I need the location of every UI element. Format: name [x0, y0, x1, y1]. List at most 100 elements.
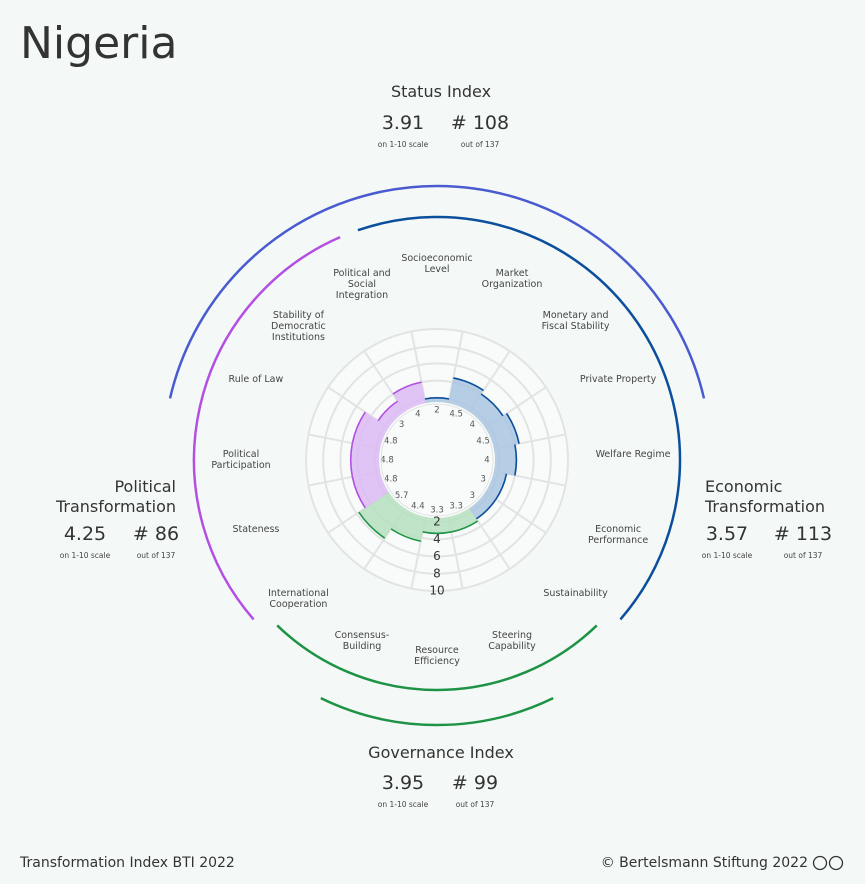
- value-label: 4: [415, 409, 420, 419]
- r-tick-label: 10: [429, 584, 444, 598]
- grid-circle: [322, 345, 552, 575]
- category-label: Stateness: [232, 524, 280, 535]
- value-edge: [351, 411, 366, 444]
- category-label: Stability of Democratic Institutions: [271, 310, 326, 344]
- category-label: Socioeconomic Level: [401, 253, 473, 275]
- value-wedge: [448, 508, 478, 532]
- value-edge: [495, 473, 508, 500]
- value-wedge: [350, 443, 381, 477]
- inner-hole: [380, 403, 494, 517]
- index-rank: # 108: [450, 112, 510, 134]
- category-label: Political Participation: [211, 449, 271, 471]
- value-wedge: [390, 508, 426, 542]
- footer-left: Transformation Index BTI 2022: [20, 855, 235, 871]
- value-edge: [351, 476, 366, 509]
- category-label: Steering Capability: [488, 630, 536, 653]
- value-edge: [453, 377, 484, 392]
- value-label: 4.8: [384, 475, 398, 485]
- r-tick-label: 6: [433, 549, 441, 563]
- value-edge: [349, 443, 354, 477]
- value-edge: [392, 381, 422, 395]
- value-edge: [390, 528, 421, 543]
- value-wedge: [485, 413, 520, 449]
- value-label: 4: [470, 420, 475, 430]
- index-title: Status Index: [390, 82, 492, 101]
- index-rank: # 86: [132, 523, 180, 545]
- value-wedge: [352, 471, 389, 508]
- category-label: Resource Efficiency: [414, 645, 460, 667]
- category-label: Welfare Regime: [595, 449, 671, 460]
- spoke: [447, 331, 464, 404]
- category-label: Political and Social Integration: [333, 267, 391, 301]
- value-wedge: [469, 492, 496, 519]
- value-wedge: [424, 397, 450, 404]
- rank-note: out of 137: [783, 551, 823, 560]
- value-edge: [480, 393, 504, 417]
- r-tick-label: 2: [433, 515, 441, 529]
- value-label: 3: [480, 475, 485, 485]
- political-arc: [192, 236, 341, 621]
- category-label: Economic Performance: [587, 524, 649, 546]
- rank-note: out of 137: [455, 800, 495, 809]
- category-label: Rule of Law: [228, 373, 284, 385]
- status-arc: [168, 184, 706, 399]
- governance-index-arc: [320, 697, 554, 727]
- value-label: 4.8: [384, 436, 398, 446]
- scale-note: on 1-10 scale: [377, 800, 429, 809]
- scale-note: on 1-10 scale: [377, 140, 429, 149]
- value-wedge: [485, 471, 507, 500]
- economic-arc: [357, 215, 682, 621]
- index-rank: # 113: [773, 523, 833, 545]
- value-wedge: [493, 444, 517, 476]
- value-edge: [475, 498, 497, 520]
- value-edge: [505, 413, 520, 444]
- value-wedge: [469, 393, 504, 428]
- value-label: 3.3: [449, 502, 463, 512]
- value-edge: [377, 400, 399, 422]
- value-edge: [424, 397, 450, 400]
- value-edge: [358, 511, 386, 539]
- rank-note: out of 137: [136, 551, 176, 560]
- value-wedge: [448, 377, 484, 412]
- rank-note: out of 137: [460, 140, 500, 149]
- category-label: Private Property: [579, 373, 657, 385]
- category-label: Sustainability: [543, 587, 608, 599]
- cc-icon: [812, 855, 844, 871]
- footer-right: © Bertelsmann Stiftung 2022: [600, 855, 808, 871]
- governance-arc: [276, 624, 598, 692]
- index-score: 3.57: [705, 523, 749, 545]
- value-edge: [514, 444, 518, 476]
- value-wedge: [422, 516, 452, 534]
- index-score: 3.95: [381, 772, 425, 794]
- r-tick-label: 8: [433, 566, 441, 580]
- spoke: [410, 331, 427, 404]
- value-wedge: [358, 492, 405, 539]
- category-label: International Cooperation: [268, 587, 329, 610]
- value-edge: [422, 531, 452, 535]
- value-label: 4.4: [411, 502, 425, 512]
- value-wedge: [352, 412, 389, 449]
- value-label: 2: [434, 406, 439, 416]
- grid-circle: [339, 362, 535, 558]
- index-score: 4.25: [63, 523, 107, 545]
- value-label: 4.8: [380, 456, 394, 466]
- index-score: 3.91: [381, 112, 425, 134]
- index-title: Governance Index: [368, 743, 514, 762]
- value-label: 3: [399, 420, 404, 430]
- value-label: 4: [484, 456, 489, 466]
- r-tick-label: 4: [433, 532, 441, 546]
- value-label: 4.5: [449, 409, 463, 419]
- grid-circle: [305, 328, 569, 592]
- index-rank: # 99: [451, 772, 499, 794]
- value-label: 3.3: [430, 506, 444, 516]
- category-label: Monetary and Fiscal Stability: [541, 310, 610, 333]
- value-wedge: [378, 401, 405, 428]
- value-label: 4.5: [476, 436, 490, 446]
- scale-note: on 1-10 scale: [701, 551, 753, 560]
- index-title: Economic Transformation: [705, 477, 826, 516]
- category-label: Consensus-Building: [334, 630, 390, 653]
- category-label: Market Organization: [481, 267, 543, 290]
- value-label: 5.7: [395, 491, 409, 501]
